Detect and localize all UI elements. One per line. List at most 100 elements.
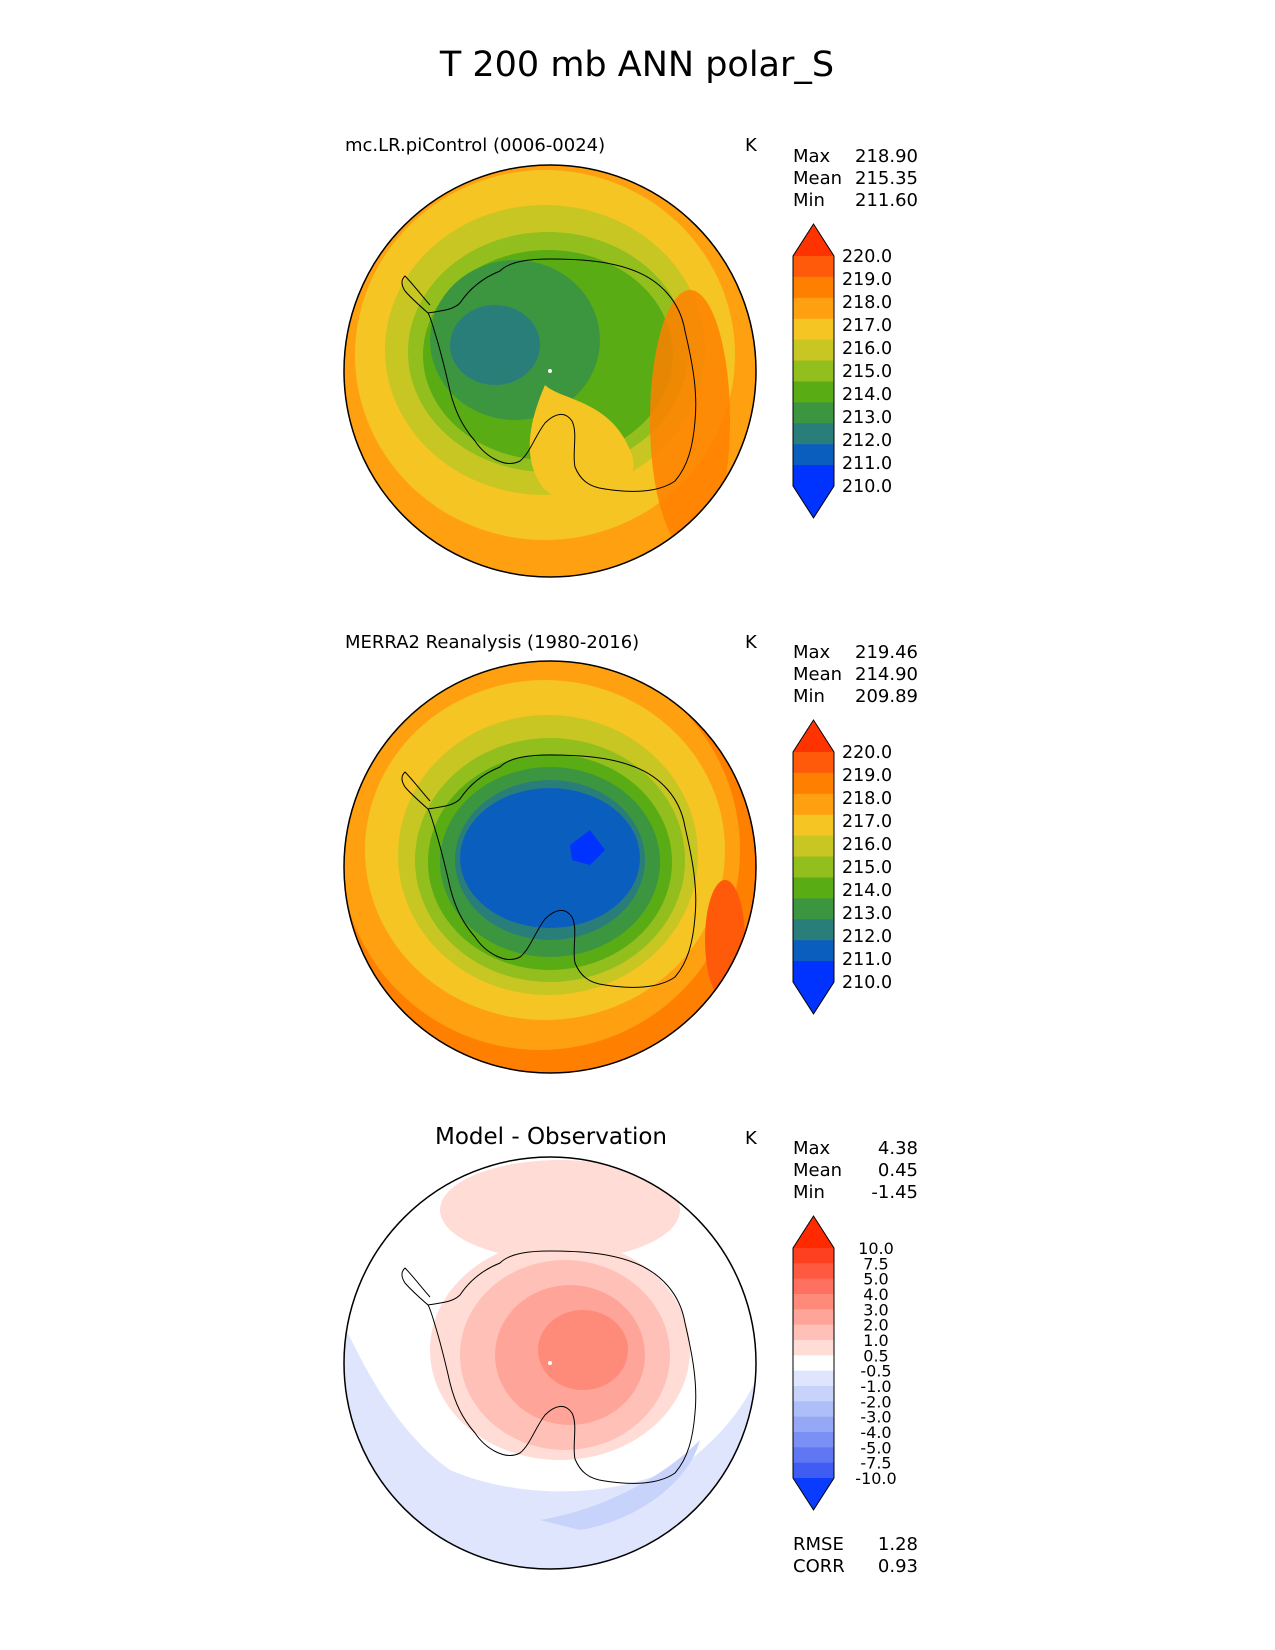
panel-model-stats: Max 218.90 Mean 215.35 Min 211.60 xyxy=(793,146,918,211)
colorbar-segment xyxy=(793,1447,834,1464)
metric-value: 0.93 xyxy=(878,1556,918,1577)
stat-value: 215.35 xyxy=(855,168,918,189)
colorbar-tick-label: 218.0 xyxy=(842,789,892,809)
colorbar-tick-label: 2.0 xyxy=(863,1316,888,1335)
panel-model-units: K xyxy=(745,135,758,156)
stat-label: Max xyxy=(793,1138,831,1159)
colorbar-under-extension xyxy=(793,1478,834,1510)
colorbar-segment xyxy=(793,1263,834,1280)
panel-model: mc.LR.piControl (0006-0024) K Max 218.90… xyxy=(343,135,918,578)
colorbar-tick-label: -0.5 xyxy=(860,1362,891,1381)
colorbar-tick-label: 213.0 xyxy=(842,408,892,428)
colorbar-segment xyxy=(793,1355,834,1372)
panel-diff-pole xyxy=(548,1361,552,1365)
colorbar-tick-label: 211.0 xyxy=(842,950,892,970)
colorbar-segment xyxy=(793,444,834,466)
stat-value: 209.89 xyxy=(855,686,918,707)
panel-obs-colorbar: 220.0 219.0 218.0 217.0 216.0 215.0 214.0 213.0… xyxy=(792,719,892,1015)
colorbar-tick-label: -2.0 xyxy=(860,1392,891,1411)
obs-field-edge-219 xyxy=(705,880,745,1000)
colorbar-segment xyxy=(793,772,834,795)
panel-obs: MERRA2 Reanalysis (1980-2016) K Max 219.… xyxy=(343,632,918,1074)
stat-value: 214.90 xyxy=(855,664,918,685)
colorbar-segment xyxy=(793,256,834,278)
colorbar-tick-label: 220.0 xyxy=(842,743,892,763)
stat-label: Min xyxy=(793,1182,825,1203)
colorbar-segment xyxy=(793,814,834,837)
stat-value: 0.45 xyxy=(878,1160,918,1181)
colorbar-segment xyxy=(793,1370,834,1387)
colorbar-segment xyxy=(793,961,834,983)
panel-obs-stats: Max 219.46 Mean 214.90 Min 209.89 xyxy=(793,642,918,707)
colorbar-segment xyxy=(793,402,834,424)
colorbar-tick-label: 210.0 xyxy=(842,477,892,497)
colorbar-segment xyxy=(793,381,834,403)
diff-field-band-neg05 xyxy=(344,1300,756,1569)
colorbar-segment xyxy=(793,856,834,879)
stat-label: Mean xyxy=(793,168,842,189)
colorbar-tick-label: 1.0 xyxy=(863,1331,888,1350)
colorbar-tick-label: 0.5 xyxy=(863,1346,888,1365)
colorbar-tick-label: -3.0 xyxy=(860,1408,891,1427)
colorbar-tick-label: 210.0 xyxy=(842,973,892,993)
metric-value: 1.28 xyxy=(878,1534,918,1555)
colorbar-tick-label: 215.0 xyxy=(842,858,892,878)
panel-diff-boundary xyxy=(343,1156,757,1570)
stat-label: Min xyxy=(793,190,825,211)
colorbar-under-extension xyxy=(793,486,834,518)
panel-diff-label: Model - Observation xyxy=(435,1124,667,1150)
colorbar-tick-label: -10.0 xyxy=(855,1469,896,1488)
stat-value: -1.45 xyxy=(871,1182,918,1203)
panel-model-map xyxy=(344,165,756,577)
panel-obs-units: K xyxy=(745,632,758,653)
colorbar-segment xyxy=(793,1432,834,1448)
colorbar-segment xyxy=(793,1386,834,1402)
obs-field-band-210 xyxy=(460,788,640,928)
colorbar-segment xyxy=(793,297,834,320)
panel-diff-colorbar: 10.07.55.04.03.02.01.00.5-0.5-1.0-2.0-3.… xyxy=(792,1215,897,1511)
colorbar-segment xyxy=(793,919,834,941)
colorbar-over-extension xyxy=(793,1216,834,1248)
metric-label: CORR xyxy=(793,1556,845,1577)
colorbar-over-extension xyxy=(793,720,834,752)
colorbar-tick-label: 219.0 xyxy=(842,766,892,786)
colorbar-segment xyxy=(793,423,834,445)
colorbar-segment xyxy=(793,877,834,899)
colorbar-tick-label: 5.0 xyxy=(863,1270,888,1289)
stat-label: Mean xyxy=(793,1160,842,1181)
colorbar-outline xyxy=(792,223,835,519)
metric-label: RMSE xyxy=(793,1534,844,1555)
model-field-edge-218 xyxy=(650,290,730,550)
model-field-band-211 xyxy=(450,305,540,385)
colorbar-segment xyxy=(793,1340,834,1356)
colorbar-over-extension xyxy=(793,224,834,256)
colorbar-tick-label: 216.0 xyxy=(842,835,892,855)
colorbar-segment xyxy=(793,1294,834,1310)
colorbar-tick-label: 217.0 xyxy=(842,812,892,832)
colorbar-segment xyxy=(793,360,834,383)
colorbar-segment xyxy=(793,465,834,487)
colorbar-tick-label: 213.0 xyxy=(842,904,892,924)
colorbar-tick-label: 215.0 xyxy=(842,362,892,382)
colorbar-segment xyxy=(793,1278,834,1295)
panel-model-pole xyxy=(548,369,552,373)
colorbar-tick-label: 214.0 xyxy=(842,385,892,405)
colorbar-segment xyxy=(793,752,834,774)
colorbar-segment xyxy=(793,835,834,858)
colorbar-tick-label: 3.0 xyxy=(863,1300,888,1319)
colorbar-segment xyxy=(793,339,834,362)
colorbar-tick-label: 217.0 xyxy=(842,316,892,336)
colorbar-segment xyxy=(793,1462,834,1479)
figure-title: T 200 mb ANN polar_S xyxy=(439,45,834,85)
panel-diff-map xyxy=(344,1157,756,1569)
diff-field-band-4 xyxy=(538,1310,628,1390)
colorbar-tick-label: 216.0 xyxy=(842,339,892,359)
stat-value: 218.90 xyxy=(855,146,918,167)
colorbar-outline xyxy=(792,719,835,1015)
panel-obs-boundary xyxy=(343,660,757,1074)
panel-obs-map xyxy=(344,661,756,1073)
colorbar-segment xyxy=(793,793,834,816)
stat-label: Max xyxy=(793,146,831,167)
panel-model-boundary xyxy=(343,164,757,578)
